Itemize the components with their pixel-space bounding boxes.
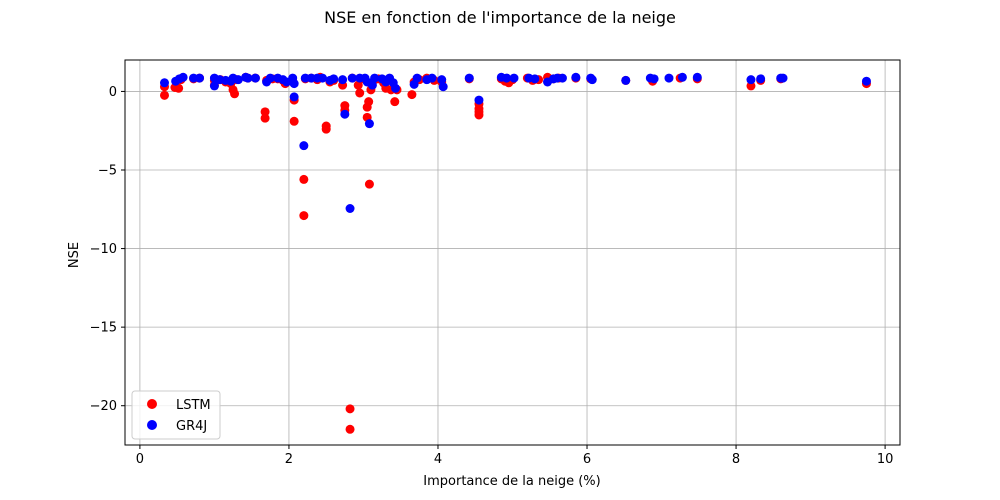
data-point-gr4j bbox=[289, 92, 299, 102]
y-tick-label: −20 bbox=[90, 399, 117, 414]
data-point-lstm bbox=[299, 211, 309, 221]
data-point-gr4j bbox=[367, 80, 377, 90]
data-point-gr4j bbox=[209, 81, 219, 91]
data-point-gr4j bbox=[474, 95, 484, 105]
x-tick-label: 2 bbox=[285, 452, 293, 467]
data-point-gr4j bbox=[370, 73, 380, 83]
data-point-gr4j bbox=[195, 73, 205, 83]
data-point-gr4j bbox=[438, 82, 448, 92]
legend-marker-gr4j bbox=[147, 420, 157, 430]
y-tick-label: 0 bbox=[109, 85, 117, 100]
data-point-gr4j bbox=[437, 75, 447, 85]
data-point-gr4j bbox=[502, 73, 512, 83]
x-tick-label: 8 bbox=[732, 452, 740, 467]
data-point-lstm bbox=[746, 81, 756, 91]
data-point-gr4j bbox=[621, 75, 631, 85]
data-point-gr4j bbox=[509, 73, 519, 83]
data-point-gr4j bbox=[317, 73, 327, 83]
data-point-gr4j bbox=[861, 76, 871, 86]
data-point-lstm bbox=[289, 116, 299, 126]
data-point-gr4j bbox=[233, 75, 243, 85]
x-axis-label: Importance de la neige (%) bbox=[423, 474, 600, 489]
data-point-gr4j bbox=[692, 72, 702, 82]
data-point-gr4j bbox=[178, 72, 188, 82]
legend-marker-lstm bbox=[147, 399, 157, 409]
data-point-lstm bbox=[345, 404, 355, 414]
y-axis-label: NSE bbox=[67, 242, 82, 268]
x-tick-label: 6 bbox=[583, 452, 591, 467]
data-point-gr4j bbox=[338, 75, 348, 85]
data-point-lstm bbox=[299, 174, 309, 184]
data-point-lstm bbox=[260, 113, 270, 123]
data-point-gr4j bbox=[391, 83, 401, 93]
data-point-gr4j bbox=[265, 73, 275, 83]
data-point-gr4j bbox=[159, 78, 169, 88]
data-point-gr4j bbox=[778, 73, 788, 83]
x-tick-label: 10 bbox=[877, 452, 894, 467]
data-point-lstm bbox=[364, 179, 374, 189]
data-point-gr4j bbox=[464, 73, 474, 83]
plot-frame bbox=[124, 59, 901, 446]
data-point-gr4j bbox=[347, 73, 357, 83]
data-point-gr4j bbox=[756, 74, 766, 84]
data-point-gr4j bbox=[243, 73, 253, 83]
data-point-lstm bbox=[355, 88, 365, 98]
data-point-gr4j bbox=[664, 73, 674, 83]
data-point-gr4j bbox=[530, 74, 540, 84]
data-point-gr4j bbox=[329, 74, 339, 84]
series-gr4j bbox=[159, 72, 871, 213]
data-point-gr4j bbox=[587, 75, 597, 85]
data-point-gr4j bbox=[340, 109, 350, 119]
data-point-gr4j bbox=[299, 141, 309, 151]
scatter-points bbox=[159, 72, 871, 434]
data-point-gr4j bbox=[649, 74, 659, 84]
data-point-lstm bbox=[345, 424, 355, 434]
data-point-gr4j bbox=[345, 204, 355, 213]
data-point-lstm bbox=[260, 107, 270, 117]
axis-ticks: 0 2 4 6 8 10 0 −5 −10 −15 −20 bbox=[90, 85, 894, 467]
x-tick-label: 4 bbox=[434, 452, 442, 467]
data-point-gr4j bbox=[677, 72, 687, 82]
x-tick-label: 0 bbox=[136, 452, 144, 467]
data-point-gr4j bbox=[289, 79, 299, 89]
data-point-lstm bbox=[407, 90, 417, 100]
y-tick-label: −10 bbox=[90, 242, 117, 257]
legend: LSTM GR4J bbox=[131, 390, 221, 440]
data-point-gr4j bbox=[364, 119, 374, 129]
chart-title: NSE en fonction de l'importance de la ne… bbox=[324, 8, 676, 27]
y-tick-label: −5 bbox=[98, 164, 117, 179]
data-point-lstm bbox=[474, 110, 484, 120]
data-point-gr4j bbox=[746, 75, 756, 85]
data-point-lstm bbox=[159, 90, 169, 100]
data-point-lstm bbox=[364, 97, 374, 107]
data-point-lstm bbox=[321, 124, 331, 134]
data-point-gr4j bbox=[571, 72, 581, 82]
legend-label-gr4j: GR4J bbox=[176, 419, 207, 434]
grid-lines bbox=[125, 60, 900, 445]
data-point-gr4j bbox=[427, 73, 437, 83]
data-point-gr4j bbox=[250, 73, 260, 83]
series-lstm bbox=[159, 72, 871, 434]
data-point-lstm bbox=[390, 97, 400, 107]
legend-label-lstm: LSTM bbox=[176, 398, 211, 413]
data-point-gr4j bbox=[557, 73, 567, 83]
y-tick-label: −15 bbox=[90, 321, 117, 336]
data-point-lstm bbox=[353, 80, 363, 90]
data-point-lstm bbox=[230, 89, 240, 99]
data-point-gr4j bbox=[412, 73, 422, 83]
data-point-lstm bbox=[174, 83, 184, 93]
